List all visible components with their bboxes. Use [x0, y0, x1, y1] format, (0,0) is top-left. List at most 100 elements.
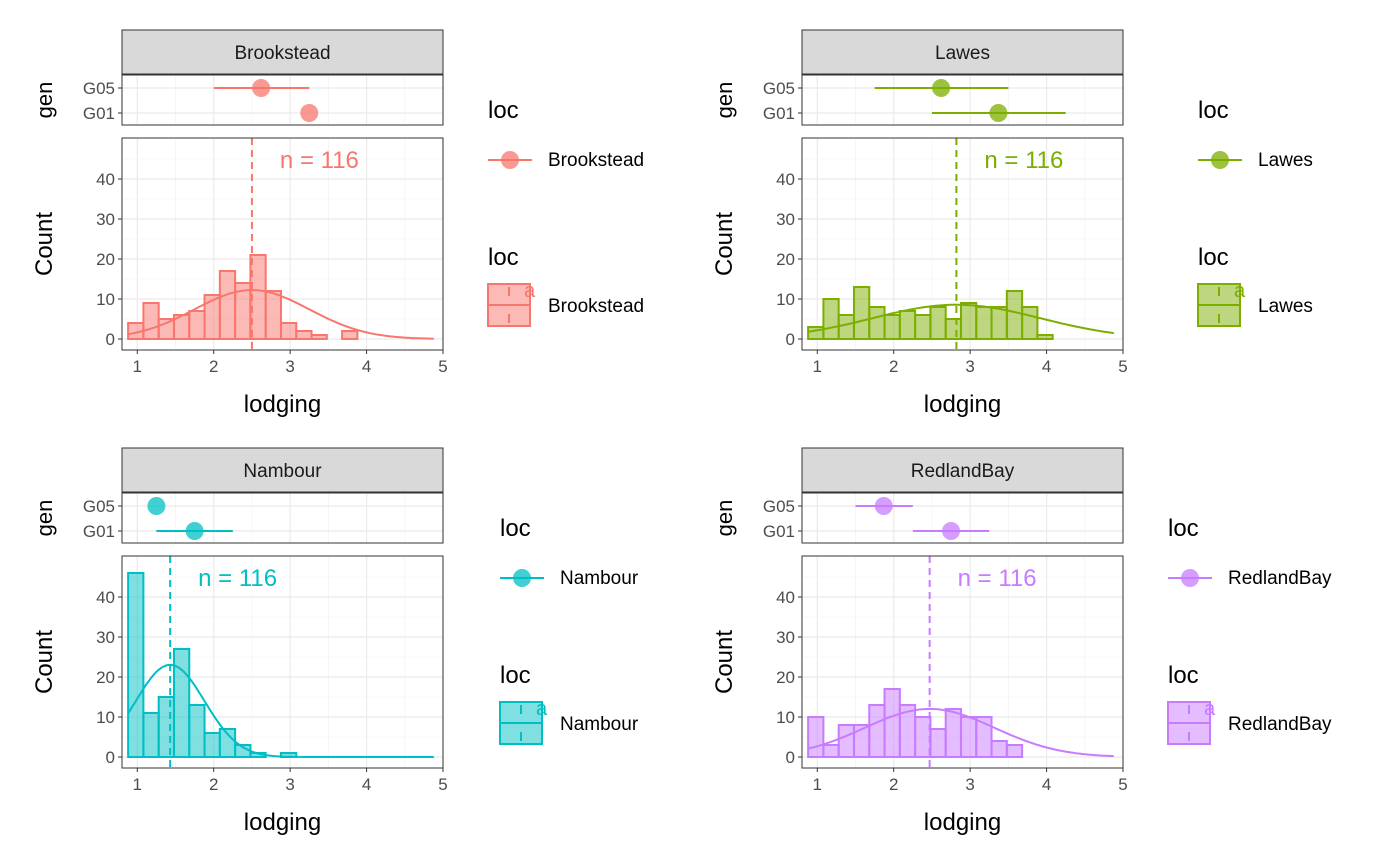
legend-label-points: RedlandBay [1228, 568, 1332, 589]
histogram-bar [218, 728, 237, 758]
y-tick-label: 40 [96, 170, 115, 189]
x-tick-label: 5 [1118, 775, 1127, 794]
histogram-bar [157, 696, 175, 758]
legend-label-points: Brookstead [548, 150, 644, 171]
hist-panel-border [801, 137, 1124, 351]
strip-label: Brookstead [234, 43, 330, 64]
histogram-bar [341, 330, 359, 340]
gen-point [300, 104, 319, 122]
gen-tick-label: G01 [763, 104, 795, 123]
n-annotation: n = 116 [198, 565, 277, 592]
histogram-bar [944, 708, 962, 758]
y-tick-label: 10 [96, 290, 115, 309]
histogram-bar [1021, 306, 1039, 340]
panel-nambour: Nambour G05 G01 gen n = 116 0 10 20 30 40 1 2 3 4 5 lod… [31, 447, 639, 836]
n-annotation: n = 116 [958, 565, 1037, 592]
histogram-bar [929, 306, 947, 340]
gen-point [147, 497, 166, 515]
legend-key-point [501, 151, 519, 169]
histogram-bar [1036, 334, 1054, 340]
strip-header [121, 29, 444, 75]
x-axis-title: lodging [244, 809, 321, 836]
x-tick-label: 4 [362, 775, 371, 794]
strip-label: Nambour [243, 461, 322, 482]
density-curve [127, 289, 434, 340]
histogram-bar [914, 314, 932, 340]
histogram-bar [127, 572, 145, 758]
x-tick-label: 5 [1118, 357, 1127, 376]
y-tick-label: 0 [786, 330, 795, 349]
gen-point [989, 104, 1008, 122]
histogram-bar [142, 712, 160, 758]
histogram-bar [883, 314, 901, 340]
x-tick-label: 5 [438, 357, 447, 376]
x-tick-label: 2 [209, 357, 218, 376]
y-tick-label: 0 [106, 748, 115, 767]
legend-label-bars: Nambour [560, 714, 639, 735]
legend-key-point [1181, 569, 1199, 587]
histogram-bar [837, 314, 855, 340]
dot-panel-border [121, 492, 444, 544]
y-tick-label: 30 [96, 628, 115, 647]
histogram-bar [929, 728, 947, 758]
histogram-bar [218, 270, 237, 340]
y-tick-label: 30 [776, 628, 795, 647]
histogram-bar [172, 648, 191, 758]
x-tick-label: 1 [133, 775, 142, 794]
y-tick-label: 10 [776, 290, 795, 309]
gen-tick-label: G01 [83, 522, 115, 541]
histogram-bar [914, 716, 932, 758]
hist-panel-border [121, 137, 444, 351]
gen-tick-label: G05 [763, 79, 795, 98]
density-curve [807, 707, 1114, 758]
x-tick-label: 3 [285, 775, 294, 794]
histogram-bar [807, 716, 825, 758]
strip-label: RedlandBay [911, 461, 1015, 482]
histogram-bar [990, 740, 1008, 758]
y-axis-title: Count [31, 212, 58, 276]
strip-header [801, 447, 1124, 493]
x-tick-label: 2 [889, 775, 898, 794]
x-tick-label: 4 [362, 357, 371, 376]
legend-key-text-glyph: a [524, 280, 536, 302]
x-tick-label: 4 [1042, 775, 1051, 794]
histogram-bar [975, 306, 993, 340]
y-tick-label: 30 [776, 210, 795, 229]
strip-header [121, 447, 444, 493]
n-annotation: n = 116 [280, 147, 359, 174]
legend-title-points: loc [1168, 515, 1199, 542]
legend-title-points: loc [1198, 97, 1229, 124]
dot-panel-border [801, 492, 1124, 544]
y-tick-label: 0 [786, 748, 795, 767]
gen-tick-label: G01 [763, 522, 795, 541]
dot-panel-bg [802, 493, 1123, 543]
histogram-bar [188, 704, 206, 758]
y-tick-label: 40 [96, 588, 115, 607]
x-axis-title: lodging [924, 809, 1001, 836]
legend-label-points: Nambour [560, 568, 639, 589]
y-axis-title: Count [31, 630, 58, 694]
x-axis-title: lodging [244, 391, 321, 418]
x-tick-label: 2 [889, 357, 898, 376]
gen-point [942, 522, 961, 540]
legend-label-points: Lawes [1258, 150, 1313, 171]
histogram-bar [822, 744, 840, 758]
histogram-bar [959, 716, 978, 758]
histogram-bar [822, 298, 840, 340]
y-tick-label: 30 [96, 210, 115, 229]
histogram-bar [944, 318, 962, 340]
x-tick-label: 4 [1042, 357, 1051, 376]
legend-label-bars: Lawes [1258, 296, 1313, 317]
density-curve [127, 663, 434, 758]
dot-panel-bg [122, 75, 443, 125]
histogram-bar [959, 302, 978, 340]
histogram-bar [975, 716, 993, 758]
histogram-bar [279, 322, 298, 340]
y-tick-label: 10 [96, 708, 115, 727]
gen-tick-label: G05 [83, 79, 115, 98]
histogram-bar [868, 306, 886, 340]
x-tick-label: 1 [813, 357, 822, 376]
gen-point [932, 79, 951, 97]
histogram-bar [310, 334, 328, 340]
